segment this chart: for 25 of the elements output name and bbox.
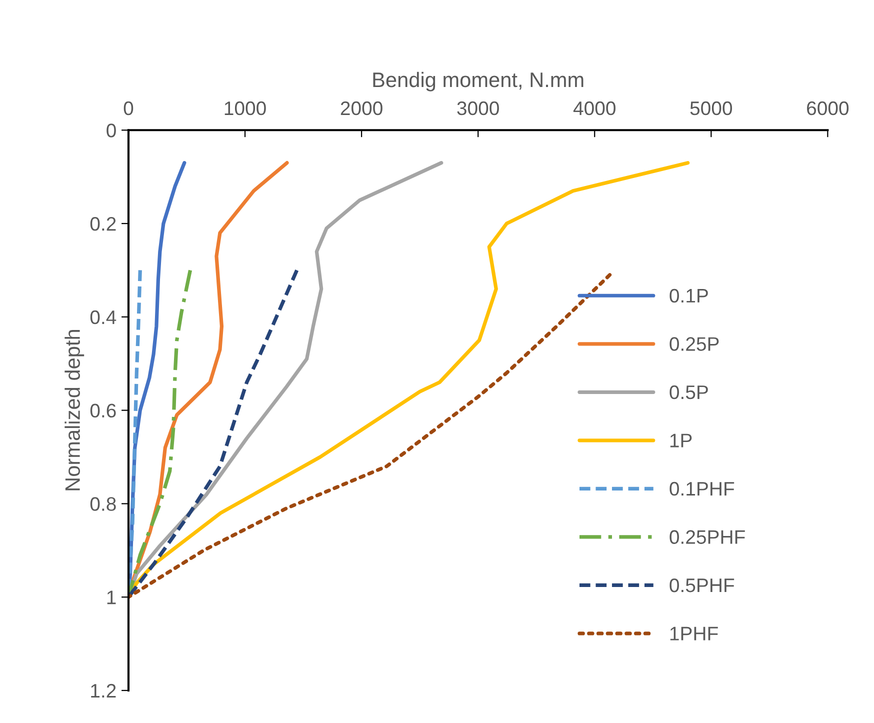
- legend-label: 1P: [670, 434, 692, 448]
- legend-label: 0.25P: [670, 337, 719, 351]
- x-tick-label: 2000: [340, 101, 382, 116]
- legend-label: 0.5P: [670, 385, 708, 400]
- y-tick-label: 0.4: [90, 310, 116, 324]
- x-tick-label: 0: [124, 101, 134, 116]
- legend-label: 0.1PHF: [670, 482, 734, 496]
- y-tick-label: 1.2: [91, 684, 116, 698]
- y-tick-label: 0.8: [90, 497, 116, 511]
- legend-label: 0.1P: [670, 288, 708, 303]
- x-tick-label: 5000: [690, 101, 732, 116]
- x-tick-label: 1000: [224, 101, 266, 116]
- legend-label: 1PHF: [670, 626, 718, 640]
- y-tick-label: 0.2: [90, 216, 116, 231]
- y-axis-title: Normalized depth: [64, 330, 84, 490]
- x-tick-label: 6000: [807, 101, 849, 116]
- x-tick-label: 3000: [457, 101, 499, 116]
- legend-label: 0.5PHF: [670, 578, 734, 592]
- x-axis-title: Bendig moment, N.mm: [373, 72, 584, 92]
- line-series: [128, 273, 612, 599]
- x-tick-label: 4000: [573, 101, 616, 116]
- y-tick-label: 0.6: [90, 404, 116, 418]
- legend-label: 0.25PHF: [670, 530, 745, 544]
- y-tick-label: 1: [107, 590, 116, 604]
- y-tick-label: 0: [106, 124, 116, 138]
